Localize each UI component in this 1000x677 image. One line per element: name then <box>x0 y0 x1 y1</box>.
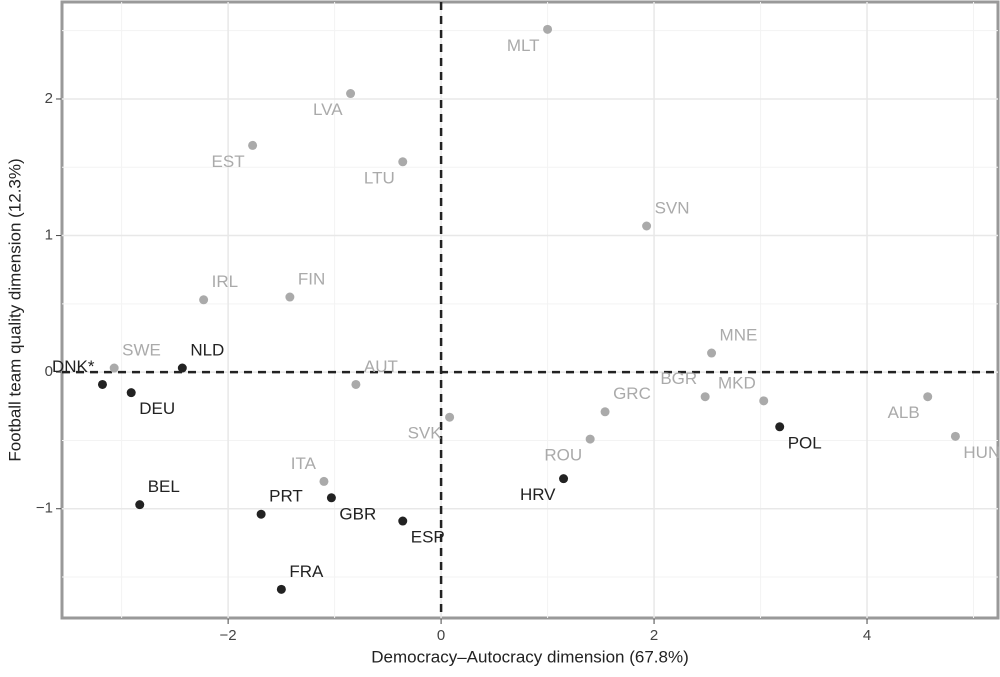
y-axis-label: Football team quality dimension (12.3%) <box>5 158 24 461</box>
point <box>642 221 652 231</box>
point <box>248 140 258 150</box>
point <box>135 500 145 510</box>
point-label: DEU <box>139 399 175 418</box>
point <box>445 412 455 422</box>
point-label: SVK <box>408 424 443 443</box>
point-label: LTU <box>364 168 395 187</box>
y-tick-label: 2 <box>45 90 53 107</box>
point <box>285 292 295 302</box>
point <box>199 295 209 305</box>
point-label: DNK* <box>52 357 95 376</box>
point-label: ITA <box>291 454 317 473</box>
point-label: HRV <box>520 485 556 504</box>
point <box>398 516 408 526</box>
point-label: NLD <box>190 341 224 360</box>
point <box>559 474 569 484</box>
point-label: BEL <box>148 477 180 496</box>
point-label: SWE <box>122 341 161 360</box>
panel <box>60 0 1000 620</box>
point-label: MNE <box>720 326 758 345</box>
point-label: PRT <box>269 487 303 506</box>
point <box>585 434 595 444</box>
point-label: FRA <box>289 562 324 581</box>
point-label: GBR <box>339 504 376 523</box>
x-tick-label: 4 <box>863 627 871 644</box>
y-tick-label: −1 <box>36 500 53 517</box>
point <box>543 24 553 34</box>
point <box>256 509 266 519</box>
point <box>707 348 717 358</box>
point <box>700 392 710 402</box>
point <box>109 363 119 373</box>
point-label: LVA <box>313 100 343 119</box>
point <box>346 89 356 99</box>
point-label: POL <box>788 433 822 452</box>
point-label: ESP <box>411 528 445 547</box>
point <box>276 584 286 594</box>
point-label: MLT <box>507 36 540 55</box>
point-label: MKD <box>718 373 756 392</box>
point-label: EST <box>212 152 245 171</box>
x-tick-label: 0 <box>437 627 445 644</box>
point <box>97 379 107 389</box>
point-label: IRL <box>212 272 238 291</box>
point <box>398 157 408 167</box>
point <box>319 476 329 486</box>
y-tick-label: 0 <box>45 363 53 380</box>
point-label: SVN <box>655 198 690 217</box>
x-tick-label: −2 <box>220 627 237 644</box>
point <box>351 379 361 389</box>
point-label: GRC <box>613 384 651 403</box>
point-label: ROU <box>544 446 582 465</box>
point-label: AUT <box>364 357 398 376</box>
point <box>759 396 769 406</box>
point <box>326 493 336 503</box>
point <box>923 392 933 402</box>
point <box>600 407 610 417</box>
point <box>950 431 960 441</box>
x-tick-label: 2 <box>650 627 658 644</box>
point-label: FIN <box>298 270 325 289</box>
x-axis-label: Democracy–Autocracy dimension (67.8%) <box>371 647 688 666</box>
point-label: HUN <box>963 443 1000 462</box>
point-label: ALB <box>888 403 920 422</box>
point <box>126 388 136 398</box>
y-tick-label: 1 <box>45 227 53 244</box>
point <box>775 422 785 432</box>
point-label: BGR <box>660 369 697 388</box>
point <box>177 363 187 373</box>
